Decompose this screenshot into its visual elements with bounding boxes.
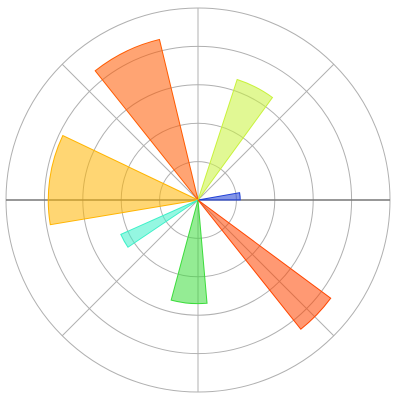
bar — [170, 199, 208, 305]
bar — [197, 78, 274, 201]
bar — [47, 134, 200, 226]
bar — [197, 192, 241, 201]
bar — [120, 199, 199, 248]
bar — [197, 199, 332, 330]
bar — [94, 38, 199, 201]
grid-spoke — [61, 199, 199, 337]
grid-spoke — [197, 63, 335, 201]
grid-spoke — [61, 63, 199, 201]
